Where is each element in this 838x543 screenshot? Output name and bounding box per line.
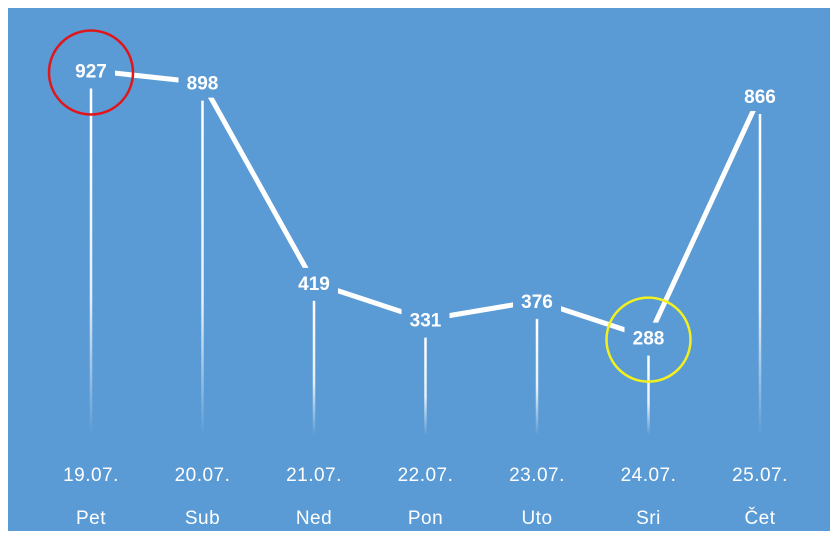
data-label-text: 927 — [75, 62, 107, 83]
x-tick-date-label: 25.07. — [732, 465, 788, 486]
drop-line-ned — [312, 300, 316, 435]
x-tick-date-label: 24.07. — [621, 465, 677, 486]
drop-line-čet — [758, 114, 762, 436]
x-tick-day-label: Sri — [636, 508, 661, 529]
data-label-background — [178, 67, 227, 98]
drop-line-pon — [424, 337, 427, 435]
x-tick-day-label: Pon — [408, 508, 443, 529]
data-label-sub: 898 — [178, 67, 227, 98]
highlight-circles — [47, 29, 692, 383]
chart-background — [8, 8, 830, 531]
data-labels: 927 898 419 331 376 288 866 — [67, 55, 784, 353]
data-label-text: 288 — [633, 329, 665, 350]
x-tick-day-label: Pet — [76, 508, 106, 529]
drop-lines — [89, 88, 762, 436]
data-label-sri: 288 — [624, 322, 673, 353]
data-label-text: 376 — [521, 292, 553, 313]
x-tick-date-label: 19.07. — [63, 465, 119, 486]
x-tick-date-label: 21.07. — [286, 465, 342, 486]
data-label-background — [624, 322, 673, 353]
drop-line-sub — [201, 100, 204, 436]
data-label-text: 866 — [744, 87, 776, 108]
data-label-background — [513, 285, 561, 316]
drop-line-sri — [647, 355, 650, 435]
data-label-background — [401, 304, 450, 335]
data-label-background — [736, 81, 784, 112]
x-tick-date-label: 22.07. — [398, 465, 454, 486]
data-label-pet: 927 — [67, 55, 115, 86]
highlight-min-circle — [605, 296, 692, 383]
data-label-text: 419 — [298, 274, 330, 295]
data-label-background — [290, 267, 338, 298]
drop-line-uto — [535, 318, 539, 435]
data-label-pon: 331 — [401, 304, 450, 335]
data-label-uto: 376 — [513, 285, 561, 316]
data-label-text: 331 — [410, 311, 442, 332]
x-tick-date-label: 23.07. — [509, 465, 565, 486]
x-tick-date-label: 20.07. — [175, 465, 231, 486]
data-label-background — [67, 55, 115, 86]
x-tick-day-label: Ned — [296, 508, 332, 529]
x-tick-day-label: Sub — [185, 508, 220, 529]
data-label-čet: 866 — [736, 81, 784, 112]
x-tick-day-label: Uto — [521, 508, 552, 529]
highlight-max-circle — [47, 29, 135, 116]
data-label-text: 898 — [187, 74, 219, 95]
data-label-ned: 419 — [290, 267, 338, 298]
x-axis-labels: 19.07. Pet 20.07. Sub 21.07. Ned 22.07. Pon 23.0… — [63, 465, 788, 529]
drop-line-pet — [89, 88, 93, 435]
x-tick-day-label: Čet — [744, 507, 775, 529]
